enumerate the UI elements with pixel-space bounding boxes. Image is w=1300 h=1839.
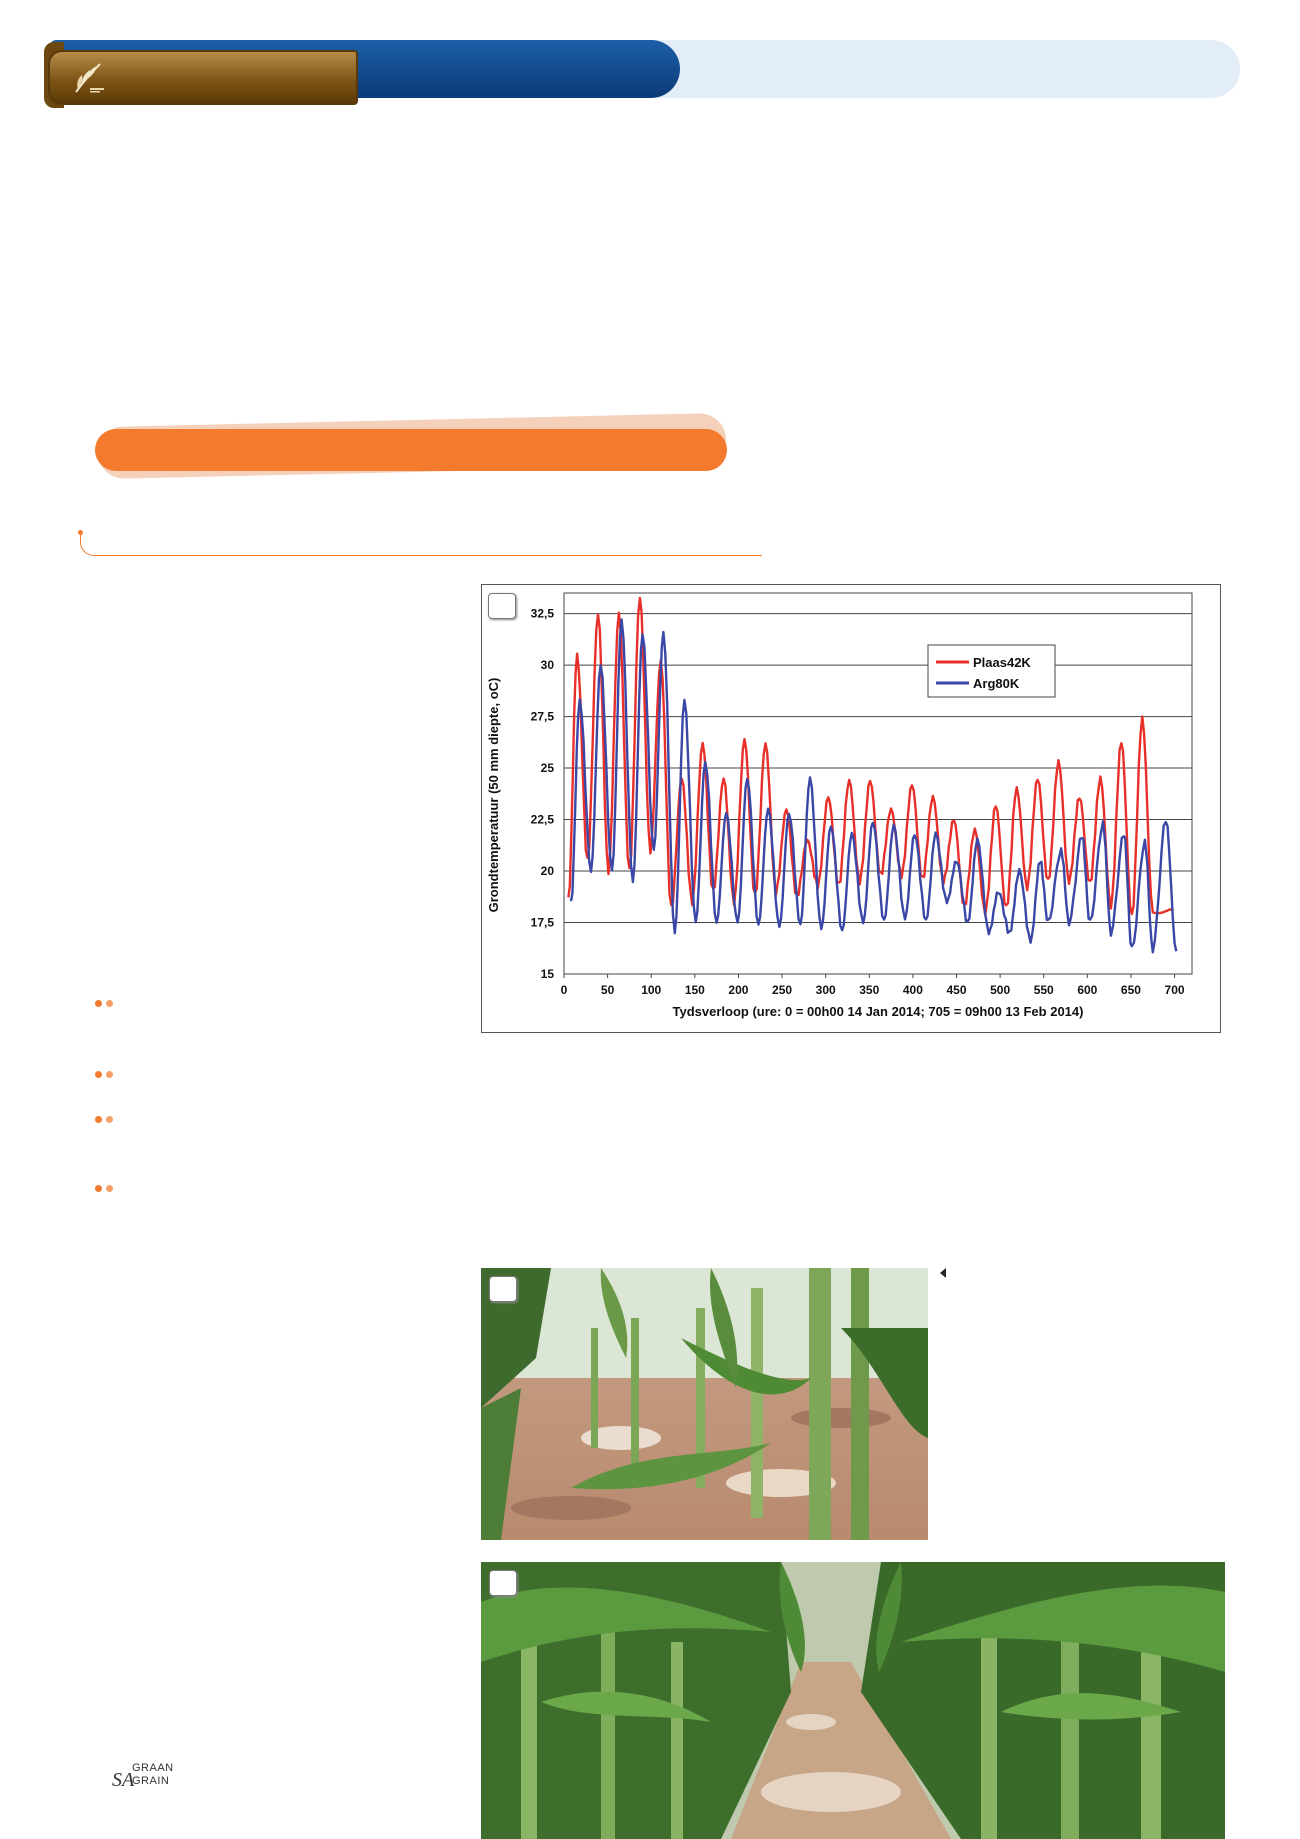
y-tick-label: 20 — [541, 864, 555, 878]
x-axis-label: Tydsverloop (ure: 0 = 00h00 14 Jan 2014;… — [673, 1004, 1084, 1019]
bullet-marker — [95, 1000, 115, 1008]
legend-box — [927, 644, 1056, 698]
y-axis-label: Grondtemperatuur (50 mm diepte, oC) — [486, 678, 501, 913]
y-tick-label: 32,5 — [531, 607, 555, 621]
wheat-sheaf-icon — [75, 63, 104, 93]
section-rule — [80, 530, 762, 556]
legend-label-plaas42k: Plaas42K — [973, 655, 1031, 670]
series-line-plaas42k — [567, 596, 1174, 917]
x-tick-label: 150 — [685, 983, 705, 997]
sa-graan-grain-logo: SA GRAAN GRAIN — [112, 1761, 202, 1797]
x-tick-label: 0 — [561, 983, 568, 997]
footer-logo-sa: SA — [112, 1769, 135, 1791]
x-tick-label: 250 — [772, 983, 792, 997]
caption-pointer — [940, 1268, 946, 1278]
x-tick-label: 700 — [1165, 983, 1185, 997]
footer-logo-grain: GRAIN — [132, 1775, 170, 1787]
maize-field-photo-b — [481, 1562, 1225, 1839]
y-tick-label: 27,5 — [531, 710, 555, 724]
y-tick-label: 17,5 — [531, 916, 555, 930]
x-tick-label: 600 — [1077, 983, 1097, 997]
x-tick-label: 300 — [816, 983, 836, 997]
y-tick-label: 22,5 — [531, 813, 555, 827]
x-tick-label: 500 — [990, 983, 1010, 997]
maize-field-photo-a — [481, 1268, 928, 1540]
y-tick-label: 15 — [541, 967, 555, 981]
x-tick-label: 400 — [903, 983, 923, 997]
x-tick-label: 650 — [1121, 983, 1141, 997]
chart-canvas: 15 17,5 20 22,5 25 27,5 30 32,5 0 50 100 150 200 250… — [486, 592, 1193, 1019]
x-tick-label: 50 — [601, 983, 615, 997]
figure-marker-chart — [488, 593, 516, 619]
section-rule-dot — [78, 530, 83, 535]
bullet-marker — [95, 1185, 115, 1193]
x-tick-label: 200 — [728, 983, 748, 997]
section-heading-bar — [95, 429, 727, 471]
header-banner-light — [655, 40, 1240, 98]
legend-label-arg80k: Arg80K — [973, 676, 1020, 691]
y-tick-label: 25 — [541, 761, 555, 775]
figure-marker-photo-b — [489, 1570, 517, 1596]
soil-temperature-chart: 15 17,5 20 22,5 25 27,5 30 32,5 0 50 100 150 200 250… — [481, 584, 1221, 1033]
y-tick-label: 30 — [541, 658, 555, 672]
x-tick-label: 550 — [1034, 983, 1054, 997]
x-tick-label: 100 — [641, 983, 661, 997]
series-line-arg80k — [569, 618, 1178, 954]
header-banner-gold — [48, 50, 358, 105]
x-tick-label: 450 — [946, 983, 966, 997]
bullet-marker — [95, 1071, 115, 1079]
bullet-marker — [95, 1116, 115, 1124]
x-tick-label: 350 — [859, 983, 879, 997]
footer-logo-graan: GRAAN — [132, 1762, 174, 1774]
figure-marker-photo-a — [489, 1276, 517, 1302]
